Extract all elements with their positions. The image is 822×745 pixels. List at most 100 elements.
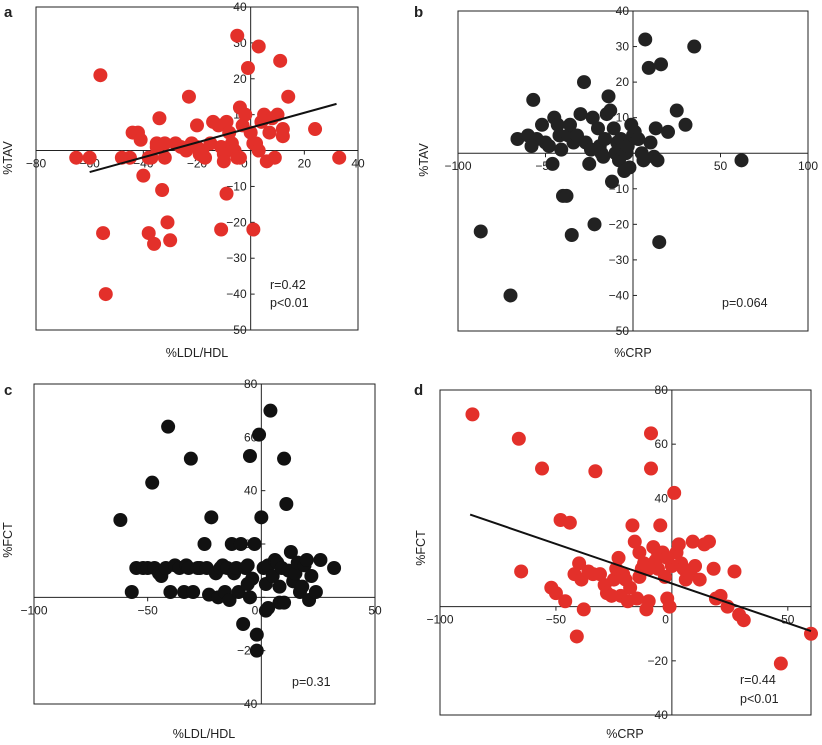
scatter-point [275, 129, 290, 144]
scatter-point [147, 236, 162, 251]
scatter-point [654, 57, 668, 72]
scatter-point [232, 150, 247, 165]
scatter-point [606, 121, 621, 136]
scatter-point [242, 590, 257, 605]
stat-annotation-p: p=0.064 [722, 296, 768, 310]
origin-tick-label: 0 [662, 613, 669, 627]
scatter-point [272, 579, 287, 594]
scatter-point [277, 451, 292, 466]
scatter-point [281, 89, 296, 104]
y-axis-label: %FCT [1, 522, 15, 558]
scatter-point [622, 160, 637, 175]
panel-c: c %LDL/HDL %FCT −100−50500−40−2020406080… [1, 377, 382, 741]
y-tick-label: −30 [226, 251, 247, 265]
scatter-point [240, 577, 255, 591]
regression-line [469, 513, 812, 632]
y-tick-label: 20 [616, 75, 630, 89]
scatter-point [588, 464, 603, 479]
scatter-point [152, 111, 167, 126]
scatter-point [233, 537, 248, 551]
scatter-point [727, 564, 742, 579]
scatter-point [240, 61, 255, 76]
scatter-point [526, 92, 541, 107]
y-tick-label: 30 [616, 40, 630, 54]
scatter-point [661, 124, 675, 139]
scatter-point [643, 135, 658, 150]
scatter-point [524, 139, 539, 154]
scatter-point [247, 537, 262, 551]
scatter-point [231, 585, 246, 599]
scatter-point [240, 558, 255, 573]
x-tick-label: 50 [781, 613, 795, 627]
y-tick-label: −40 [237, 697, 258, 711]
scatter-point [511, 431, 526, 446]
scatter-point [585, 110, 600, 125]
scatter-point [535, 117, 549, 132]
x-tick-label: 100 [798, 159, 818, 173]
scatter-point [630, 591, 645, 606]
plot-frame [35, 6, 359, 331]
scatter-point [548, 586, 563, 601]
scatter-point [605, 174, 619, 189]
scatter-point [145, 475, 160, 490]
scatter-point [332, 150, 347, 165]
scatter-point [277, 595, 292, 610]
scatter-point [706, 561, 721, 576]
scatter-point [627, 534, 642, 549]
scatter-point [183, 451, 198, 466]
y-tick-label: −20 [226, 215, 247, 229]
y-tick-label: −40 [648, 708, 669, 722]
y-axis-label: %FCT [414, 530, 428, 566]
scatter-point [685, 534, 700, 549]
scatter-point [308, 122, 323, 137]
panel-a: a %LDL/HDL %TAV −80−60−40−2020400−50−40−… [1, 0, 365, 360]
scatter-point [601, 89, 616, 104]
x-tick-label: −100 [444, 159, 471, 173]
x-tick-label: −100 [20, 603, 47, 617]
scatter-point [295, 579, 310, 594]
scatter-point [263, 403, 278, 418]
scatter-point [113, 513, 128, 527]
y-tick-label: 40 [244, 484, 258, 498]
scatter-point [692, 572, 707, 587]
y-tick-label: 40 [655, 491, 669, 505]
scatter-point [569, 629, 584, 644]
plot-frame [33, 383, 376, 705]
scatter-point [141, 226, 156, 241]
x-tick-label: −50 [546, 613, 567, 627]
scatter-point [98, 287, 113, 302]
x-tick-label: 50 [714, 159, 728, 173]
origin-tick-label: 0 [241, 157, 248, 171]
scatter-point [267, 150, 282, 165]
scatter-point [653, 518, 668, 533]
scatter-point [252, 427, 267, 442]
scatter-point [273, 53, 288, 68]
scatter-point [473, 224, 488, 239]
x-tick-label: −100 [426, 613, 453, 627]
scatter-point [230, 28, 245, 43]
panel-label: a [4, 4, 13, 21]
scatter-point [638, 32, 653, 47]
scatter-point [161, 419, 176, 434]
scatter-point [623, 580, 638, 595]
scatter-point [249, 627, 264, 642]
scatter-point [69, 150, 84, 165]
scatter-point [299, 553, 314, 567]
scatter-point [734, 153, 749, 168]
scatter-point [265, 569, 280, 583]
x-axis-label: %CRP [614, 346, 652, 360]
scatter-point [190, 118, 204, 133]
scatter-point [204, 510, 219, 525]
scatter-point [773, 656, 788, 671]
scatter-point [246, 222, 261, 237]
scatter-point [236, 617, 251, 631]
stat-annotation-p: p=0.31 [292, 675, 331, 689]
scatter-point [564, 228, 579, 242]
scatter-point [625, 518, 640, 533]
scatter-point [611, 550, 626, 565]
scatter-point [554, 142, 569, 157]
scatter-point [562, 515, 577, 530]
scatter-point [157, 150, 172, 165]
x-tick-label: −80 [26, 157, 47, 171]
